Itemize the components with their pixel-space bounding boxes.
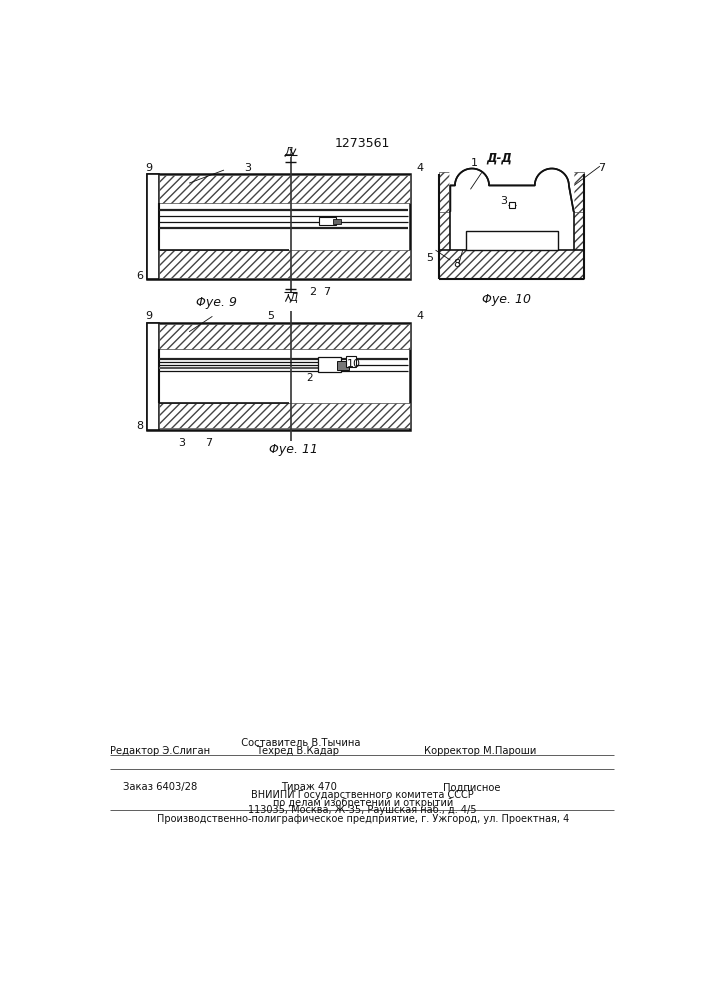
Bar	[450, 172, 573, 214]
Text: 3: 3	[501, 196, 508, 206]
Text: 8: 8	[453, 259, 460, 269]
Text: 9: 9	[145, 163, 153, 173]
Bar	[440, 172, 585, 212]
Bar	[509, 202, 515, 208]
Text: ВНИИПИ Государственного комитета СССР: ВНИИПИ Государственного комитета СССР	[252, 790, 474, 800]
Text: Тираж 470: Тираж 470	[281, 782, 337, 792]
Polygon shape	[450, 166, 573, 211]
Text: 3: 3	[244, 163, 251, 173]
Text: 113035, Москва, Ж-35, Раушская наб., д. 4/5: 113035, Москва, Ж-35, Раушская наб., д. …	[248, 805, 477, 815]
Text: 1: 1	[471, 158, 478, 168]
Bar	[466, 231, 558, 250]
Text: 2: 2	[310, 287, 317, 297]
Text: Подписное: Подписное	[443, 782, 501, 792]
Text: 4: 4	[416, 311, 423, 321]
Text: Техред В.Кадар: Техред В.Кадар	[256, 746, 339, 756]
Bar	[317, 357, 341, 372]
Text: Составитель В.Тычина: Составитель В.Тычина	[235, 738, 361, 748]
Bar	[146, 323, 410, 430]
Bar	[333, 219, 341, 224]
Polygon shape	[450, 166, 573, 211]
Bar	[159, 175, 410, 203]
Bar	[466, 231, 558, 250]
Text: Д: Д	[289, 293, 297, 303]
Bar	[146, 323, 159, 430]
Text: Редактор Э.Слиган: Редактор Э.Слиган	[110, 746, 211, 756]
Text: Д-Д: Д-Д	[486, 152, 512, 165]
Text: 8: 8	[136, 421, 144, 431]
Text: Д: Д	[284, 147, 293, 157]
Text: 9: 9	[145, 311, 153, 321]
Text: 1273561: 1273561	[335, 137, 390, 150]
Text: Φуе. 10: Φуе. 10	[482, 293, 532, 306]
Bar	[159, 403, 410, 428]
Text: 2: 2	[307, 373, 313, 383]
Bar	[337, 361, 349, 370]
Text: 7: 7	[205, 438, 212, 448]
Bar	[159, 324, 410, 349]
Bar	[320, 217, 337, 225]
Bar	[159, 250, 410, 278]
Text: по делам изобретений и открытий: по делам изобретений и открытий	[273, 798, 453, 808]
Bar	[346, 356, 356, 367]
Bar	[450, 211, 573, 250]
Text: 10: 10	[347, 359, 361, 369]
Text: 6: 6	[136, 271, 144, 281]
Text: 7: 7	[598, 163, 605, 173]
Bar	[146, 174, 410, 279]
Text: Φуе. 11: Φуе. 11	[269, 443, 318, 456]
Text: Производственно-полиграфическое предприятие, г. Ужгород, ул. Проектная, 4: Производственно-полиграфическое предприя…	[156, 814, 569, 824]
Text: 3: 3	[178, 438, 185, 448]
Text: Φуе. 9: Φуе. 9	[196, 296, 237, 309]
Text: 5: 5	[426, 253, 433, 263]
Text: Корректор М.Пароши: Корректор М.Пароши	[423, 746, 536, 756]
Text: Заказ 6403/28: Заказ 6403/28	[123, 782, 197, 792]
Text: 4: 4	[416, 163, 423, 173]
Bar	[440, 174, 585, 279]
Text: 7: 7	[322, 287, 330, 297]
Bar	[146, 174, 159, 279]
Text: 5: 5	[267, 311, 274, 321]
